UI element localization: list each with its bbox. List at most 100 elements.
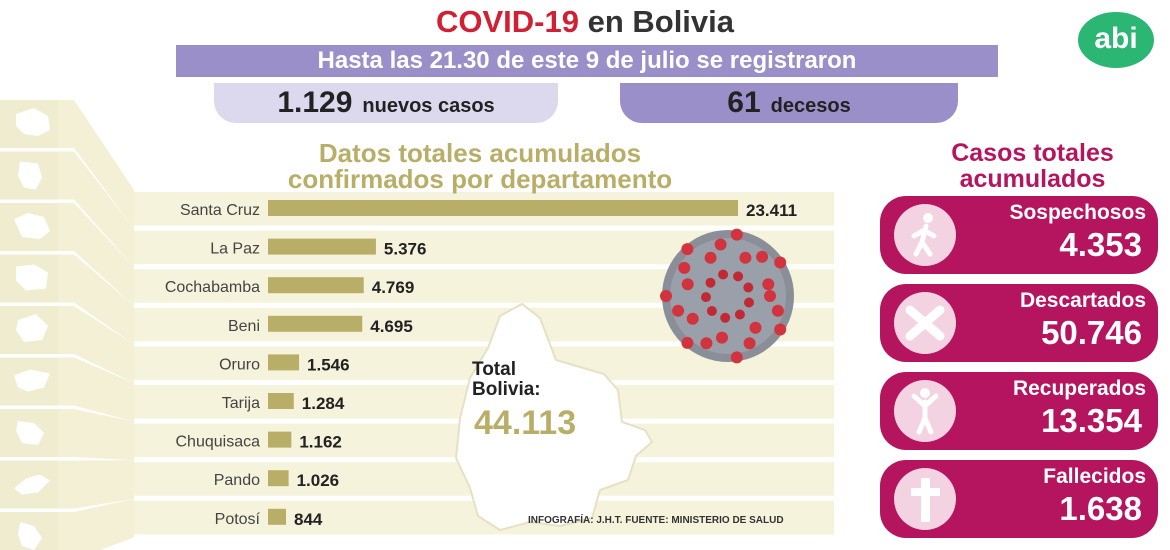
row-connector [58,460,134,509]
card-value: 13.354 [1041,402,1142,439]
virus-spike [744,297,754,308]
virus-spike [771,304,784,317]
person-arms-up-icon [894,380,956,442]
bar [268,508,286,525]
accumulated-title: Casos totales acumulados [905,140,1160,192]
virus-spike [704,251,717,264]
category-label: Santa Cruz [180,202,260,219]
virus-spike [749,321,762,334]
department-map-icon [18,522,42,550]
virus-spike [686,312,699,325]
source-credit: INFOGRAFÍA: J.H.T. FUENTE: MINISTERIO DE… [528,515,784,526]
department-map-icon [16,108,50,136]
row-connector [58,100,134,229]
total-label-line-1: Total [472,359,516,380]
title-covid: COVID-19 [435,4,579,39]
row-connector [58,409,134,461]
accumulated-title-line-2: acumulados [959,165,1106,193]
card-discarded: Descartados 50.746 [880,284,1158,362]
title-country: en Bolivia [587,4,735,39]
virus-spike [672,304,685,317]
virus-spike [681,278,694,291]
department-map-icon [16,314,48,342]
virus-spike [762,278,775,291]
department-map-icon [14,369,50,392]
virus-spike [739,251,752,264]
virus-spike [716,331,728,344]
card-label: Fallecidos [1043,465,1146,488]
card-recovered: Recuperados 13.354 [880,372,1158,450]
bar [268,200,738,216]
bar [268,238,376,255]
bar-value-label: 1.026 [297,471,340,490]
page-title: COVID-19 en Bolivia [0,2,1170,42]
bar-value-label: 4.769 [372,278,415,297]
bar [268,470,289,487]
total-bolivia-value: 44.113 [474,404,577,442]
bar-value-label: 1.162 [299,433,342,452]
department-map-icon [14,474,50,495]
total-label-line-2: Bolivia: [472,379,541,400]
virus-illustration [660,228,794,364]
row-connector [58,203,134,306]
virus-spike [774,323,787,336]
abi-logo: abi [1078,12,1154,68]
bolivia-map-silhouette [454,302,654,532]
department-map-icon [14,213,50,239]
virus-spike [705,277,716,288]
department-chart: Santa Cruz 23.411 La Paz 5.376 Cochabamba 4.7… [0,100,834,550]
virus-spike [706,306,717,316]
virus-spike [764,290,776,302]
cross-icon [894,468,956,530]
virus-spike [743,282,754,293]
virus-spike [730,351,743,364]
department-map-icons [0,100,58,550]
deaths-value: 61 [727,86,761,119]
new-cases-label: nuevos casos [362,95,495,117]
virus-spike [701,292,711,303]
row-connector [58,254,134,345]
department-map-icon [16,421,44,445]
deaths-pill: 61 decesos [620,83,958,123]
virus-spike [681,336,694,349]
virus-spike [718,269,729,280]
row-connector [58,151,134,268]
virus-spike [743,337,756,350]
virus-spike [678,261,691,274]
bar-value-label: 4.695 [370,317,413,336]
deaths-label: decesos [770,95,851,117]
category-label: Beni [228,318,260,335]
virus-spike [720,312,731,323]
total-bolivia-label: Total Bolivia: [472,360,541,400]
row-connector [58,306,134,383]
card-value: 1.638 [1059,490,1142,527]
card-label: Sospechosos [1009,201,1146,224]
virus-spike [730,228,743,241]
row-connector [58,357,134,422]
cross-x-icon [894,292,956,354]
card-suspected: Sospechosos 4.353 [880,196,1158,274]
accumulated-title-line-1: Casos totales [951,139,1114,167]
row-connector [58,498,134,550]
virus-spike [774,256,787,269]
card-value: 50.746 [1041,314,1142,351]
virus-spike [734,309,745,320]
bar [268,393,294,409]
department-map-icon [18,161,42,190]
department-map-icon [16,264,48,291]
chart-title: Datos totales acumulados confirmados por… [230,140,730,192]
chart-title-line-1: Datos totales acumulados [318,138,642,168]
new-cases-pill: 1.129 nuevos casos [214,83,558,123]
card-value: 4.353 [1059,226,1142,263]
card-label: Recuperados [1012,377,1146,400]
category-label: Chuquisaca [176,434,261,451]
bar-value-label: 5.376 [384,240,427,259]
bar [268,354,300,371]
category-label: Cochabamba [165,279,260,296]
category-label: Potosí [215,511,261,528]
virus-spike [733,271,744,282]
bar [268,431,292,448]
bar-value-label: 1.546 [307,355,350,374]
new-cases-value: 1.129 [277,86,353,119]
virus-spike [714,238,727,251]
